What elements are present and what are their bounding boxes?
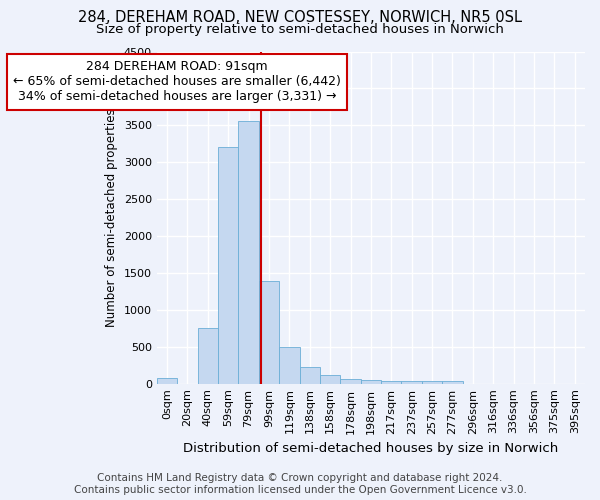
Bar: [401, 382, 422, 384]
Bar: [157, 378, 177, 384]
Bar: [259, 281, 279, 384]
Text: Contains HM Land Registry data © Crown copyright and database right 2024.
Contai: Contains HM Land Registry data © Crown c…: [74, 474, 526, 495]
Bar: [422, 382, 442, 384]
X-axis label: Distribution of semi-detached houses by size in Norwich: Distribution of semi-detached houses by …: [183, 442, 559, 455]
Bar: [442, 381, 463, 384]
Bar: [340, 378, 361, 384]
Bar: [238, 121, 259, 384]
Bar: [299, 366, 320, 384]
Text: 284, DEREHAM ROAD, NEW COSTESSEY, NORWICH, NR5 0SL: 284, DEREHAM ROAD, NEW COSTESSEY, NORWIC…: [78, 10, 522, 25]
Y-axis label: Number of semi-detached properties: Number of semi-detached properties: [105, 108, 118, 327]
Bar: [381, 380, 401, 384]
Text: Size of property relative to semi-detached houses in Norwich: Size of property relative to semi-detach…: [96, 22, 504, 36]
Bar: [361, 380, 381, 384]
Text: 284 DEREHAM ROAD: 91sqm
← 65% of semi-detached houses are smaller (6,442)
34% of: 284 DEREHAM ROAD: 91sqm ← 65% of semi-de…: [13, 60, 341, 104]
Bar: [320, 375, 340, 384]
Bar: [197, 328, 218, 384]
Bar: [218, 148, 238, 384]
Bar: [279, 347, 299, 384]
